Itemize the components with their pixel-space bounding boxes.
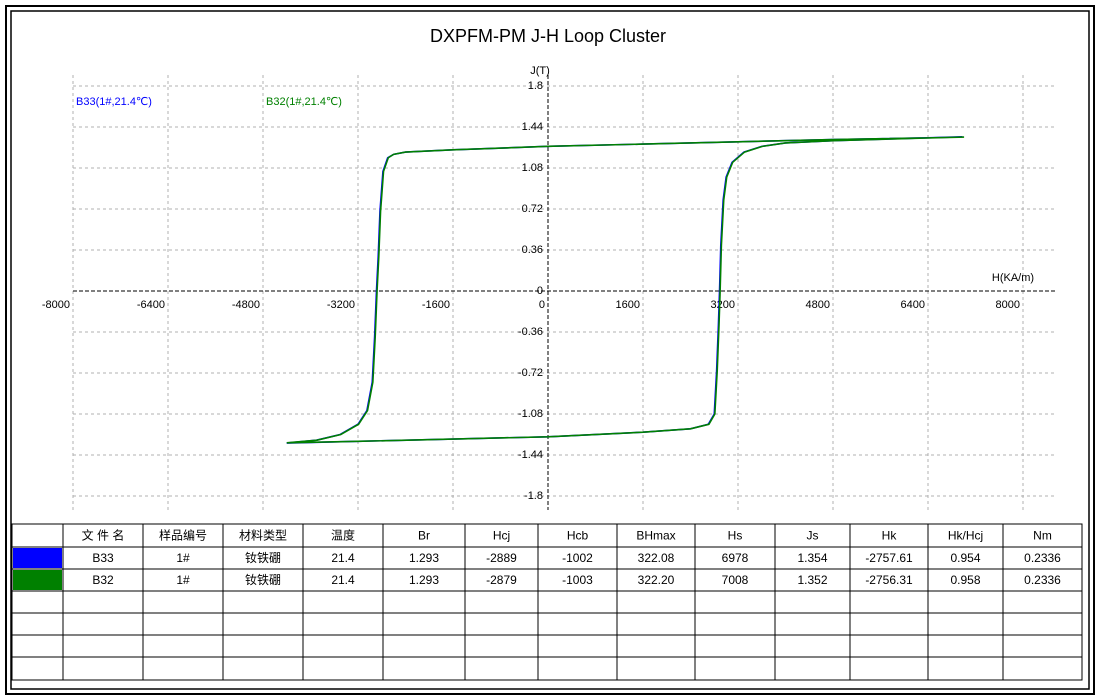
table-header: Hk (882, 529, 898, 543)
table-header: Hs (728, 529, 743, 543)
table-cell: 1# (176, 573, 190, 587)
table-cell: 0.958 (950, 573, 980, 587)
x-tick-label: -3200 (327, 299, 355, 311)
table-cell: B32 (92, 573, 114, 587)
table-header: 材料类型 (239, 529, 287, 543)
legend-entry: B32(1#,21.4℃) (266, 96, 342, 108)
table-header: Hcb (567, 529, 589, 543)
table-cell: 6978 (722, 551, 749, 565)
y-tick-label: -1.44 (518, 449, 543, 461)
y-tick-label: -0.72 (518, 367, 543, 379)
table-cell: 1.354 (797, 551, 827, 565)
table-cell: 322.20 (638, 573, 675, 587)
x-tick-label: -8000 (42, 299, 70, 311)
y-tick-label: -0.36 (518, 326, 543, 338)
table-cell: 21.4 (331, 551, 355, 565)
outer-border (5, 5, 1095, 695)
x-tick-label: -4800 (232, 299, 260, 311)
y-tick-label: 0.36 (522, 244, 543, 256)
plot: -8000 -6400 -4800 -3200 -1600 0 1600 3200 4800 64… (42, 65, 1057, 510)
x-tick-label: -6400 (137, 299, 165, 311)
table-header: Js (807, 529, 819, 543)
color-swatch (13, 548, 62, 568)
table-cell: B33 (92, 551, 114, 565)
table-header: BHmax (636, 529, 675, 543)
table-header: Br (418, 529, 430, 543)
y-tick-label: 1.08 (522, 162, 543, 174)
x-tick-label: 3200 (711, 299, 735, 311)
results-table: 文 件 名 样品编号 材料类型 温度 Br Hcj Hcb BHmax Hs Js Hk Hk/Hcj… (11, 523, 1083, 681)
table-cell: -2889 (486, 551, 517, 565)
table-header: Hk/Hcj (948, 529, 983, 543)
table-cell: 0.2336 (1024, 573, 1061, 587)
y-tick-label: -1.08 (518, 408, 543, 420)
x-tick-label: 0 (539, 299, 545, 311)
table-cell: 0.954 (950, 551, 980, 565)
x-tick-label: 1600 (616, 299, 640, 311)
table-cell: -2879 (486, 573, 517, 587)
x-axis-label: H(KA/m) (992, 272, 1034, 284)
table-cell: 21.4 (331, 573, 355, 587)
table-cell: 0.2336 (1024, 551, 1061, 565)
table-cell: -2757.61 (865, 551, 913, 565)
color-swatch (13, 570, 62, 590)
x-tick-label: -1600 (422, 299, 450, 311)
table-cell: 1.352 (797, 573, 827, 587)
x-tick-label: 8000 (996, 299, 1020, 311)
table-cell: -1003 (562, 573, 593, 587)
y-tick-label: 1.8 (528, 80, 543, 92)
y-tick-label: 0 (537, 285, 543, 297)
table-cell: -2756.31 (865, 573, 913, 587)
y-tick-label: 1.44 (522, 121, 543, 133)
table-cell: 钕铁硼 (245, 572, 281, 587)
table-cell: -1002 (562, 551, 593, 565)
table-header: Nm (1033, 529, 1052, 543)
y-tick-label: 0.72 (522, 203, 543, 215)
table-header: 温度 (331, 528, 355, 543)
jh-curve (286, 136, 965, 444)
table-cell: 1.293 (409, 573, 439, 587)
chart-title: DXPFM-PM J-H Loop Cluster (430, 26, 666, 46)
table-header: Hcj (493, 529, 510, 543)
table-cell: 1.293 (409, 551, 439, 565)
x-tick-label: 6400 (901, 299, 925, 311)
table-header: 文 件 名 (82, 528, 125, 543)
y-tick-label: -1.8 (524, 490, 543, 502)
table-cell: 7008 (722, 573, 749, 587)
table-header: 样品编号 (159, 528, 207, 543)
y-axis-label: J(T) (530, 65, 550, 77)
table-cell: 322.08 (638, 551, 675, 565)
legend-entry: B33(1#,21.4℃) (76, 96, 152, 108)
table-cell: 钕铁硼 (245, 550, 281, 565)
inner-border (10, 10, 1090, 690)
table-cell: 1# (176, 551, 190, 565)
x-tick-label: 4800 (806, 299, 830, 311)
